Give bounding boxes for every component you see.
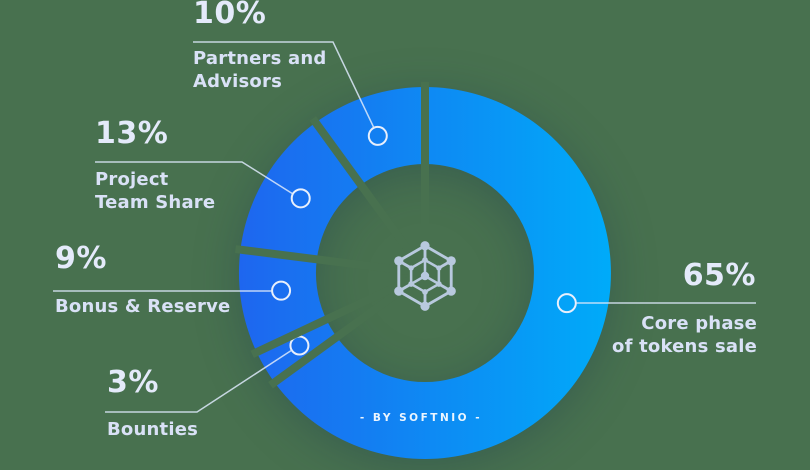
label-bounties: Bounties	[107, 419, 199, 440]
callout-line-partners	[193, 41, 375, 129]
label-core-phase: Core phase of tokens sale	[612, 313, 757, 357]
callout-marker	[290, 188, 311, 209]
callout-line-project	[95, 161, 294, 195]
brand-credit: - BY SOFTNIO -	[359, 412, 483, 424]
percent-project-team-share: 13%	[95, 116, 169, 151]
percent-core-phase: 65%	[682, 258, 756, 293]
label-project-team-share: Project Team Share	[95, 169, 216, 213]
callout-marker	[556, 293, 577, 314]
slice-gap	[250, 269, 427, 358]
slice-gap	[235, 245, 426, 277]
label-bonus-reserve: Bonus & Reserve	[55, 296, 231, 317]
slice-gap	[309, 116, 429, 276]
donut-ring	[238, 87, 611, 459]
label-partners-advisors: Partners and Advisors	[193, 48, 327, 92]
callout-marker	[271, 280, 292, 301]
percent-partners-advisors: 10%	[193, 0, 267, 31]
slice-overlay	[235, 82, 577, 389]
hex-network-icon	[394, 241, 456, 311]
percent-bounties: 3%	[107, 365, 159, 400]
callout-line-bounties	[105, 349, 293, 413]
callout-marker	[367, 125, 388, 146]
percent-bonus-reserve: 9%	[55, 241, 107, 276]
